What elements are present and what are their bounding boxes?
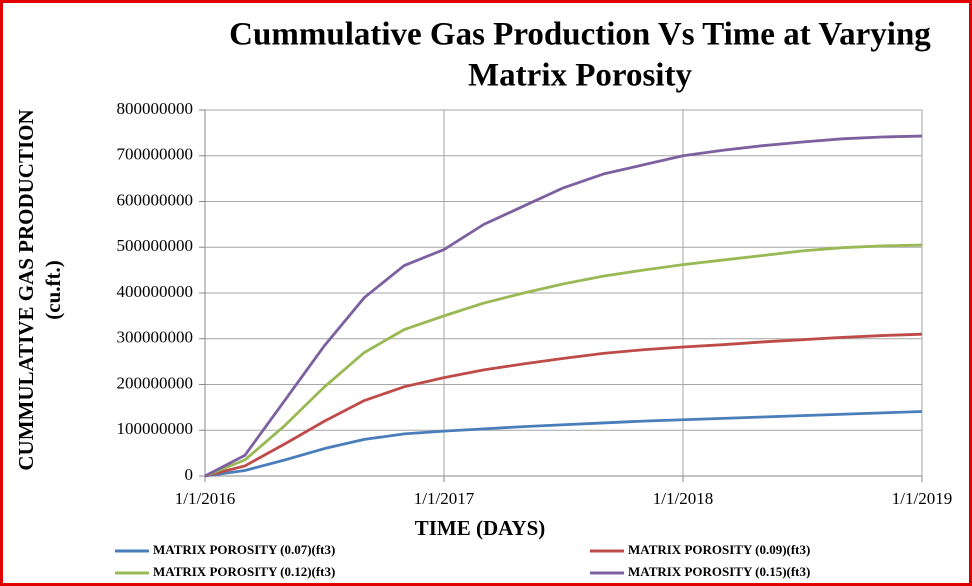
x-tick-label: 1/1/2018 xyxy=(653,489,713,508)
x-tick-label: 1/1/2019 xyxy=(892,489,952,508)
y-tick-label: 300000000 xyxy=(117,328,194,347)
y-tick-label: 500000000 xyxy=(117,236,194,255)
series-line xyxy=(204,332,923,478)
chart-title: Matrix Porosity xyxy=(468,58,692,94)
legend-label: MATRIX POROSITY (0.15)(ft3) xyxy=(628,564,810,579)
y-tick-label: 200000000 xyxy=(117,373,194,392)
y-tick-label: 700000000 xyxy=(117,145,194,164)
chart-title: Cummulative Gas Production Vs Time at Va… xyxy=(229,17,931,53)
y-axis-title: (cu.ft.) xyxy=(41,260,65,319)
y-tick-label: 400000000 xyxy=(117,282,194,301)
series-line xyxy=(204,410,923,478)
x-tick-label: 1/1/2016 xyxy=(175,489,235,508)
x-axis-title: TIME (DAYS) xyxy=(415,516,546,540)
series-line xyxy=(204,134,923,478)
x-tick-label: 1/1/2017 xyxy=(414,489,475,508)
y-tick-label: 0 xyxy=(185,465,194,484)
legend-label: MATRIX POROSITY (0.12)(ft3) xyxy=(153,564,335,579)
legend-label: MATRIX POROSITY (0.09)(ft3) xyxy=(628,542,810,557)
y-tick-label: 600000000 xyxy=(117,190,194,209)
y-tick-label: 100000000 xyxy=(117,419,194,438)
series-line xyxy=(204,243,923,478)
y-tick-label: 800000000 xyxy=(117,99,194,118)
y-axis-title: CUMMULATIVE GAS PRODUCTION xyxy=(14,109,38,470)
legend-label: MATRIX POROSITY (0.07)(ft3) xyxy=(153,542,335,557)
